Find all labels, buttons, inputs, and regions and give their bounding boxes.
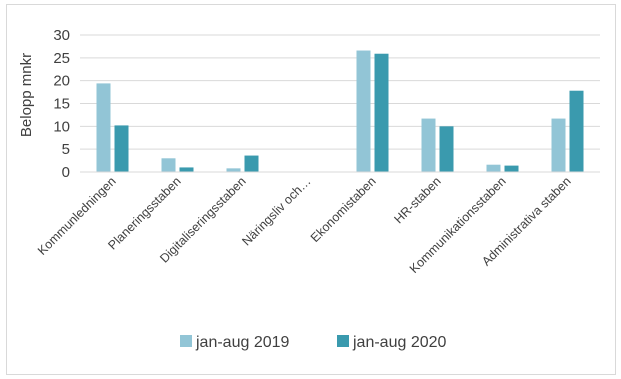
y-tick-label: 25 (53, 50, 70, 67)
gridlines (80, 34, 600, 150)
bar (356, 50, 371, 172)
bar (439, 126, 454, 172)
legend: jan-aug 2019 jan-aug 2020 (180, 334, 447, 351)
y-tick-label: 0 (62, 164, 70, 181)
bar (551, 118, 566, 172)
legend-label: jan-aug 2020 (352, 334, 447, 351)
bar (244, 155, 259, 172)
x-tick-label: HR-staben (391, 174, 443, 226)
legend-swatch (337, 335, 349, 347)
x-tick-label: Ekonomistaben (308, 174, 379, 245)
y-tick-label: 5 (62, 141, 70, 158)
y-tick-label: 10 (53, 118, 70, 135)
y-tick-label: 15 (53, 96, 70, 113)
legend-label: jan-aug 2019 (195, 334, 290, 351)
chart-frame (6, 4, 616, 375)
y-axis-ticks: 0 5 10 15 20 25 30 (53, 27, 70, 181)
bar (226, 168, 241, 172)
bar (569, 90, 584, 172)
x-tick-label: Kommunledningen (35, 174, 119, 258)
y-tick-label: 20 (53, 73, 70, 90)
bar (504, 165, 519, 172)
y-tick-label: 30 (53, 27, 70, 44)
legend-swatch (180, 335, 192, 347)
y-axis-label: Belopp mnkr (18, 53, 35, 137)
bar (96, 83, 111, 172)
bar (161, 158, 176, 172)
bars (96, 50, 584, 173)
bar (486, 164, 501, 172)
x-axis-ticks: KommunledningenPlaneringsstabenDigitalis… (35, 174, 574, 276)
bar (179, 167, 194, 172)
bar (421, 118, 436, 172)
x-tick-label: Näringsliv och… (239, 174, 313, 248)
bar (114, 125, 129, 172)
bar (374, 53, 389, 173)
